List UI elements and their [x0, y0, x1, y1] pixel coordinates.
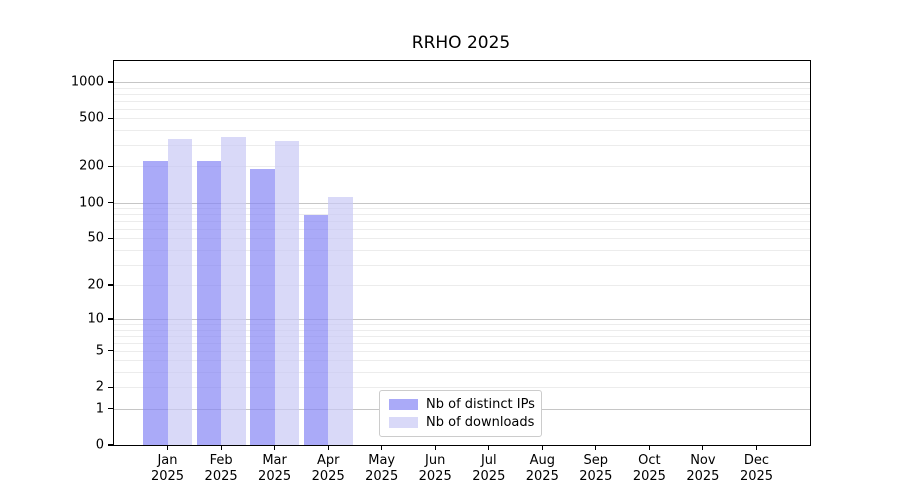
gridline-minor — [114, 335, 810, 337]
bar-downloads — [221, 137, 246, 445]
gridline-major — [114, 319, 810, 320]
x-tick-label: Oct 2025 — [632, 453, 666, 485]
legend-swatch-downloads — [389, 417, 418, 428]
x-tick-mark — [274, 445, 276, 450]
y-tick-label: 20 — [87, 277, 104, 293]
gridline-minor — [114, 221, 810, 222]
bar-downloads — [167, 138, 192, 445]
legend-swatch-distinct-ips — [389, 399, 418, 410]
gridline-minor — [114, 166, 810, 168]
x-tick-mark — [166, 445, 169, 450]
x-tick-label: Nov 2025 — [686, 453, 720, 485]
gridline-minor — [114, 118, 810, 120]
bar-distinct-ips — [196, 160, 222, 445]
y-tick-mark — [108, 284, 113, 286]
y-tick-mark — [108, 444, 113, 446]
gridline-minor — [114, 264, 810, 266]
bar-downloads — [274, 140, 300, 445]
x-tick-label: Apr 2025 — [311, 453, 345, 485]
y-tick-mark — [108, 386, 113, 388]
y-tick-mark — [108, 350, 113, 352]
x-tick-label: Jul 2025 — [472, 453, 506, 485]
y-tick-label: 200 — [79, 158, 104, 174]
gridline-minor — [114, 229, 810, 230]
gridline-minor — [114, 87, 810, 89]
x-tick-mark — [595, 445, 597, 450]
gridline-major — [114, 82, 810, 83]
y-tick-mark — [108, 408, 113, 410]
x-tick-mark — [702, 445, 704, 450]
chart-title: RRHO 2025 — [411, 33, 511, 53]
y-tick-mark — [108, 201, 113, 204]
y-tick-label: 1000 — [70, 74, 104, 90]
y-tick-mark — [108, 165, 113, 167]
y-tick-mark — [108, 81, 113, 83]
gridline-minor — [114, 285, 810, 286]
x-tick-label: May 2025 — [365, 453, 399, 485]
gridline-minor — [114, 214, 810, 216]
x-tick-label: Aug 2025 — [525, 453, 559, 485]
legend: Nb of distinct IPs Nb of downloads — [379, 390, 542, 437]
gridline-minor — [114, 329, 810, 331]
x-tick-label: Sep 2025 — [579, 453, 613, 485]
bar-distinct-ips — [303, 215, 329, 445]
y-tick-label: 10 — [87, 311, 104, 327]
gridline-minor — [114, 324, 810, 325]
gridline-minor — [114, 130, 810, 131]
gridline-minor — [114, 249, 810, 251]
bar-distinct-ips — [143, 161, 168, 445]
y-tick-mark — [108, 117, 113, 119]
gridline-minor — [114, 93, 810, 95]
gridline-minor — [114, 350, 810, 352]
legend-item-distinct-ips: Nb of distinct IPs — [389, 397, 535, 412]
y-tick-label: 1 — [95, 401, 104, 417]
gridline-minor — [114, 145, 810, 147]
x-tick-mark — [755, 445, 758, 450]
y-tick-label: 100 — [79, 195, 104, 210]
gridline-minor — [114, 387, 810, 389]
legend-item-downloads: Nb of downloads — [389, 415, 535, 430]
bar-downloads — [328, 196, 353, 445]
x-tick-mark — [381, 445, 383, 450]
gridline-minor — [114, 360, 810, 362]
y-tick-label: 0 — [95, 437, 104, 453]
y-tick-mark — [108, 318, 113, 320]
legend-label-distinct-ips: Nb of distinct IPs — [426, 397, 535, 412]
gridline-minor — [114, 342, 810, 344]
gridline-minor — [114, 108, 810, 110]
x-tick-label: Jun 2025 — [418, 453, 452, 485]
x-tick-mark — [488, 445, 490, 450]
y-tick-mark — [108, 237, 113, 239]
y-tick-label: 500 — [79, 110, 104, 126]
plot-area: 0 1 2 5 10 20 50 100 200 500 1000 Jan 2025 Feb 2025 M… — [71, 60, 811, 484]
x-tick-mark — [220, 445, 222, 450]
gridline-minor — [114, 238, 810, 240]
gridline-minor — [114, 372, 810, 374]
x-tick-label: Feb 2025 — [204, 453, 238, 485]
gridline-minor — [114, 100, 810, 102]
x-tick-mark — [648, 445, 650, 450]
gridline-minor — [114, 208, 810, 209]
y-tick-label: 2 — [95, 379, 104, 395]
x-tick-label: Dec 2025 — [739, 453, 774, 485]
gridline-major — [114, 202, 810, 204]
x-tick-label: Jan 2025 — [150, 453, 185, 485]
y-tick-label: 50 — [87, 230, 104, 246]
legend-label-downloads: Nb of downloads — [426, 415, 535, 430]
y-tick-label: 5 — [95, 343, 104, 359]
x-tick-mark — [541, 445, 543, 450]
bar-distinct-ips — [250, 169, 275, 445]
x-tick-mark — [434, 445, 436, 450]
x-tick-label: Mar 2025 — [258, 453, 292, 485]
x-tick-mark — [327, 445, 329, 450]
